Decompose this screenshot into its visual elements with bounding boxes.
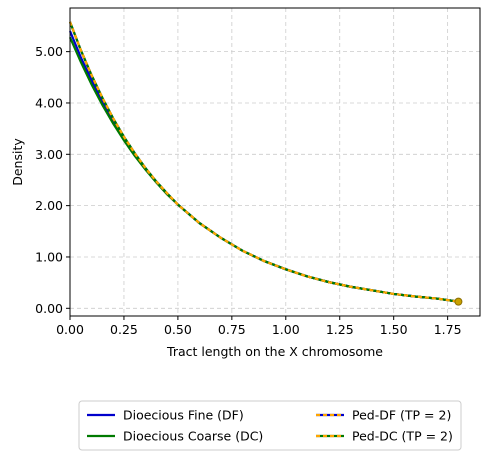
y-tick-label: 3.00 <box>35 147 63 162</box>
y-tick-label: 1.00 <box>35 249 63 264</box>
x-tick-label: 0.50 <box>164 322 192 337</box>
y-tick-label: 5.00 <box>35 44 63 59</box>
y-tick-label: 0.00 <box>35 301 63 316</box>
grid-lines <box>69 8 480 316</box>
legend-box <box>78 400 462 451</box>
y-tick-label: 2.00 <box>35 198 63 213</box>
x-tick-label: 1.00 <box>272 322 300 337</box>
legend-label: Dioecious Coarse (DC) <box>123 429 263 444</box>
axes-frame <box>69 7 481 317</box>
y-axis-label: Density <box>10 138 25 186</box>
x-tick-label: 0.25 <box>110 322 138 337</box>
legend-label: Ped-DF (TP = 2) <box>352 408 451 423</box>
plot-area <box>68 21 463 306</box>
legend-label: Dioecious Fine (DF) <box>123 408 244 423</box>
y-axis-ticks: 0.00 1.00 2.00 3.00 4.00 5.00 <box>35 44 70 316</box>
x-axis-label: Tract length on the X chromosome <box>166 344 383 359</box>
x-tick-label: 1.50 <box>380 322 408 337</box>
y-tick-label: 4.00 <box>35 95 63 110</box>
legend-label: Ped-DC (TP = 2) <box>352 429 453 444</box>
x-tick-label: 0.00 <box>56 322 84 337</box>
x-tick-label: 0.75 <box>218 322 246 337</box>
x-tick-label: 1.75 <box>434 322 462 337</box>
x-tick-label: 1.25 <box>326 322 354 337</box>
series-line-4 <box>68 21 459 303</box>
x-axis-ticks: 0.00 0.25 0.50 0.75 1.00 1.25 1.50 1.75 <box>56 316 462 337</box>
end-point-marker <box>454 297 463 306</box>
legend: Dioecious Fine (DF) Dioecious Coarse (DC)… <box>78 400 462 451</box>
